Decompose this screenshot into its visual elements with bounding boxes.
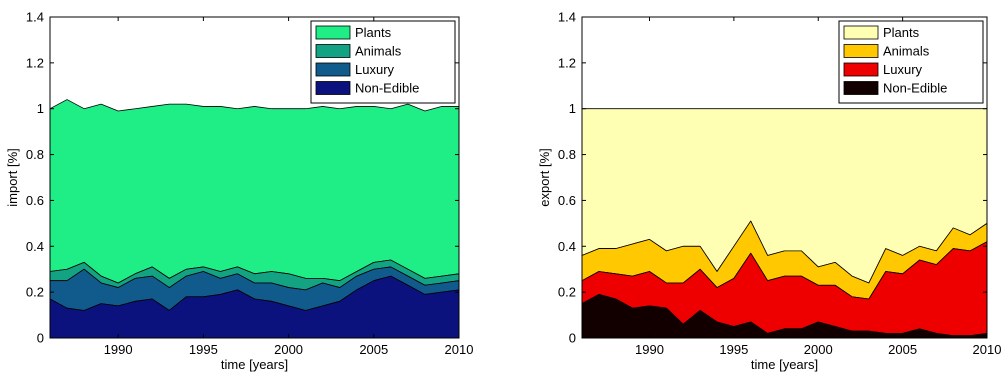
x-tick-label: 2005 <box>359 342 388 357</box>
y-tick-label: 1.4 <box>558 10 576 25</box>
legend-label-animals: Animals <box>355 44 402 59</box>
area-series-plants <box>49 99 460 284</box>
y-tick-label: 0.4 <box>558 239 576 254</box>
axes-box <box>581 16 988 339</box>
y-tick-label: 0.6 <box>558 193 576 208</box>
y-tick-label: 0 <box>569 331 576 346</box>
legend: Plants Animals Luxury Non-Edible <box>310 20 456 104</box>
x-axis-label: time [years] <box>751 357 818 372</box>
legend-swatch-non-edible <box>315 81 351 95</box>
x-tick-label: 2010 <box>445 342 474 357</box>
x-tick-label: 2010 <box>973 342 1002 357</box>
legend-swatch-animals <box>315 44 351 58</box>
y-tick-label: 0.8 <box>558 147 576 162</box>
y-tick-label: 1 <box>37 101 44 116</box>
axes-box <box>49 16 460 339</box>
x-axis-label: time [years] <box>221 357 288 372</box>
y-axis-label: import [%] <box>5 148 20 207</box>
y-tick-label: 0.2 <box>558 285 576 300</box>
x-tick-label: 1990 <box>635 342 664 357</box>
y-tick-label: 0 <box>37 331 44 346</box>
legend-swatch-plants <box>315 25 351 40</box>
y-axis-label: export [%] <box>537 148 552 207</box>
x-tick-label: 2000 <box>274 342 303 357</box>
legend-label-plants: Plants <box>355 25 392 40</box>
legend-swatch-luxury <box>315 62 351 77</box>
legend: Plants Animals Luxury Non-Edible <box>838 20 984 104</box>
y-tick-label: 0.8 <box>26 147 44 162</box>
x-tick-label: 1995 <box>189 342 218 357</box>
chart-2: 0 0.2 0.4 0.6 0.8 1 1.2 1.4 1990 1995 2000 2005 2010… <box>537 10 1001 373</box>
legend-swatch-plants <box>843 25 879 40</box>
legend-label-non-edible: Non-Edible <box>883 81 947 96</box>
legend-label-plants: Plants <box>883 25 920 40</box>
chart-1: 0 0.2 0.4 0.6 0.8 1 1.2 1.4 1990 1995 2000 2005 2010… <box>5 10 473 373</box>
legend-label-luxury: Luxury <box>355 62 395 77</box>
legend-label-luxury: Luxury <box>883 62 923 77</box>
x-tick-label: 1995 <box>719 342 748 357</box>
legend-swatch-luxury <box>843 62 879 77</box>
legend-swatch-non-edible <box>843 81 879 95</box>
legend-label-non-edible: Non-Edible <box>355 81 419 96</box>
y-tick-label: 0.6 <box>26 193 44 208</box>
y-tick-label: 1.4 <box>26 10 44 25</box>
legend-label-animals: Animals <box>883 44 930 59</box>
y-tick-label: 1 <box>569 101 576 116</box>
x-tick-label: 2005 <box>888 342 917 357</box>
y-tick-label: 1.2 <box>558 55 576 70</box>
y-tick-label: 0.2 <box>26 285 44 300</box>
y-tick-label: 1.2 <box>26 55 44 70</box>
x-tick-label: 1990 <box>104 342 133 357</box>
x-tick-label: 2000 <box>804 342 833 357</box>
y-tick-label: 0.4 <box>26 239 44 254</box>
legend-swatch-animals <box>843 44 879 58</box>
